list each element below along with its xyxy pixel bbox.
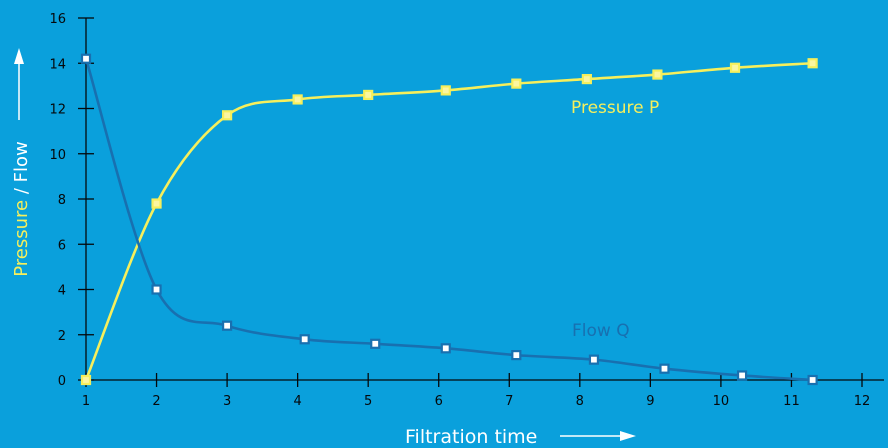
y-tick-label: 0 <box>58 374 66 389</box>
flow-marker <box>807 374 818 386</box>
pressure-marker <box>729 62 741 73</box>
pressure-marker <box>511 78 522 89</box>
series-lines <box>84 58 813 382</box>
x-tick-label: 2 <box>152 394 160 409</box>
pressure-marker <box>807 58 818 69</box>
y-tick-label: 2 <box>58 329 66 344</box>
y-tick-label: 16 <box>49 12 66 27</box>
flow-marker <box>511 350 522 361</box>
x-tick-label: 11 <box>783 394 800 409</box>
flow-marker <box>221 320 233 331</box>
pressure-marker <box>581 73 592 85</box>
pressure-marker <box>80 374 92 386</box>
y-axis-arrow-icon <box>14 48 24 120</box>
pressure-line <box>84 61 813 381</box>
flow-line <box>84 58 813 382</box>
x-tick-label: 7 <box>505 394 513 409</box>
x-axis-ticks: 1 2 3 4 5 6 7 8 9 10 11 12 <box>82 373 870 409</box>
x-tick-label: 6 <box>435 394 443 409</box>
y-axis-label-pressure: Pressure <box>11 200 32 277</box>
pressure-marker <box>292 94 303 105</box>
x-tick-label: 3 <box>223 394 231 409</box>
flow-marker <box>736 370 748 381</box>
x-tick-label: 1 <box>82 394 90 409</box>
pressure-marker <box>652 69 663 80</box>
flow-marker <box>659 363 670 374</box>
x-tick-label: 9 <box>646 394 654 409</box>
pressure-marker <box>363 89 374 101</box>
x-tick-label: 5 <box>364 394 372 409</box>
pressure-marker <box>151 198 162 209</box>
flow-marker <box>80 53 92 64</box>
y-tick-label: 8 <box>58 193 66 208</box>
y-axis-ticks: 0 2 4 6 8 10 12 14 16 <box>49 12 94 389</box>
pressure-marker <box>440 85 451 96</box>
y-tick-label: 14 <box>49 57 66 72</box>
x-tick-label: 12 <box>854 394 871 409</box>
flow-marker <box>588 354 600 365</box>
y-axis-label-flow: / Flow <box>11 141 32 200</box>
series-markers <box>80 53 818 386</box>
x-tick-label: 4 <box>293 394 301 409</box>
y-tick-label: 6 <box>58 238 66 253</box>
y-tick-label: 12 <box>49 103 66 118</box>
flow-marker <box>440 343 451 354</box>
x-tick-label: 10 <box>713 394 730 409</box>
flow-marker <box>370 338 381 349</box>
y-tick-label: 4 <box>58 284 66 299</box>
x-axis-arrow-icon <box>560 431 636 441</box>
flow-series-label: Flow Q <box>572 321 630 341</box>
flow-marker <box>151 284 162 295</box>
x-tick-label: 8 <box>576 394 584 409</box>
y-tick-label: 10 <box>49 148 66 163</box>
pressure-marker <box>221 110 233 121</box>
x-axis-label: Filtration time <box>405 426 537 448</box>
y-axis-label: Pressure / Flow <box>11 141 32 276</box>
pressure-series-label: Pressure P <box>571 98 659 118</box>
flow-marker <box>299 334 310 345</box>
